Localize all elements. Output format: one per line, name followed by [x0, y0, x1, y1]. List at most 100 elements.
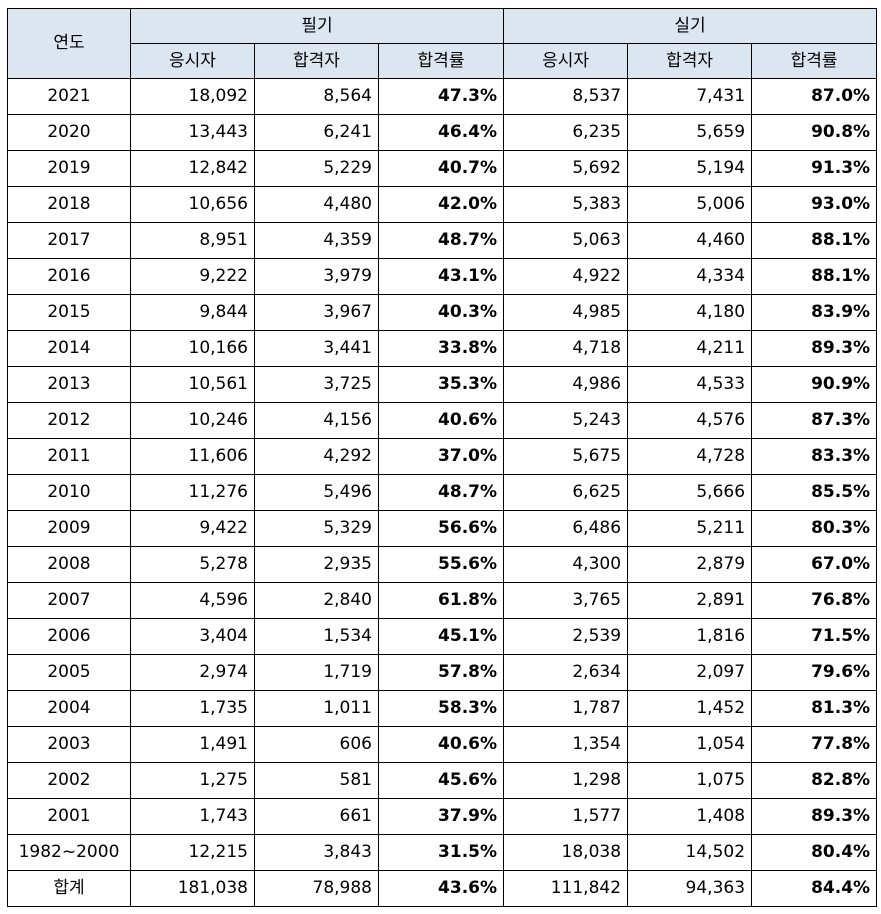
practical-passed-cell: 2,891 [627, 582, 753, 619]
practical-rate-cell: 85.5% [751, 474, 878, 511]
year-cell: 2011 [7, 438, 131, 475]
written-passed-cell: 2,840 [254, 582, 379, 619]
written-rate-cell: 61.8% [377, 582, 505, 619]
practical-rate-cell: 87.3% [751, 402, 878, 439]
year-cell: 2001 [7, 798, 131, 835]
table-row: 합계 181,038 78,988 43.6% 111,842 94,363 84.4% [7, 870, 878, 907]
written-rate-cell: 33.8% [377, 330, 505, 367]
year-cell: 2006 [7, 618, 131, 655]
year-cell: 2002 [7, 762, 131, 799]
written-passed-cell: 1,534 [254, 618, 379, 655]
practical-applicants-cell: 5,243 [503, 402, 629, 439]
practical-applicants-cell: 4,718 [503, 330, 629, 367]
table-row: 2012 10,246 4,156 40.6% 5,243 4,576 87.3% [7, 402, 878, 439]
practical-rate-cell: 89.3% [751, 798, 878, 835]
header-practical-passed: 합격자 [627, 43, 753, 79]
practical-applicants-cell: 8,537 [503, 78, 629, 115]
written-applicants-cell: 9,222 [130, 258, 255, 295]
practical-passed-cell: 5,659 [627, 114, 753, 151]
written-applicants-cell: 9,422 [130, 510, 255, 547]
practical-applicants-cell: 4,985 [503, 294, 629, 331]
year-cell: 2016 [7, 258, 131, 295]
table-row: 2010 11,276 5,496 48.7% 6,625 5,666 85.5% [7, 474, 878, 511]
practical-applicants-cell: 1,577 [503, 798, 629, 835]
header-row-group: 연도 필기 실기 [7, 8, 878, 79]
written-passed-cell: 2,935 [254, 546, 379, 583]
practical-rate-cell: 83.9% [751, 294, 878, 331]
practical-passed-cell: 14,502 [627, 834, 753, 871]
written-applicants-cell: 13,443 [130, 114, 255, 151]
written-applicants-cell: 1,743 [130, 798, 255, 835]
written-passed-cell: 5,329 [254, 510, 379, 547]
written-applicants-cell: 4,596 [130, 582, 255, 619]
written-applicants-cell: 5,278 [130, 546, 255, 583]
written-passed-cell: 606 [254, 726, 379, 763]
exam-statistics-table: 연도 필기 실기 응시자 합격자 합격률 응시자 합격자 합격률 2021 18,… [7, 8, 878, 907]
written-passed-cell: 6,241 [254, 114, 379, 151]
written-applicants-cell: 181,038 [130, 870, 255, 907]
year-cell: 2012 [7, 402, 131, 439]
practical-rate-cell: 80.4% [751, 834, 878, 871]
table-row: 2018 10,656 4,480 42.0% 5,383 5,006 93.0% [7, 186, 878, 223]
written-passed-cell: 3,843 [254, 834, 379, 871]
written-applicants-cell: 1,275 [130, 762, 255, 799]
table-row: 2005 2,974 1,719 57.8% 2,634 2,097 79.6% [7, 654, 878, 691]
written-applicants-cell: 11,606 [130, 438, 255, 475]
practical-applicants-cell: 18,038 [503, 834, 629, 871]
year-cell: 2005 [7, 654, 131, 691]
practical-applicants-cell: 6,625 [503, 474, 629, 511]
written-passed-cell: 4,480 [254, 186, 379, 223]
table-header: 연도 필기 실기 응시자 합격자 합격률 응시자 합격자 합격률 [7, 8, 878, 79]
practical-applicants-cell: 4,986 [503, 366, 629, 403]
written-passed-cell: 1,719 [254, 654, 379, 691]
written-applicants-cell: 12,215 [130, 834, 255, 871]
table-row: 2004 1,735 1,011 58.3% 1,787 1,452 81.3% [7, 690, 878, 727]
written-passed-cell: 5,229 [254, 150, 379, 187]
practical-rate-cell: 77.8% [751, 726, 878, 763]
written-rate-cell: 37.9% [377, 798, 505, 835]
written-applicants-cell: 12,842 [130, 150, 255, 187]
table-row: 2015 9,844 3,967 40.3% 4,985 4,180 83.9% [7, 294, 878, 331]
written-rate-cell: 42.0% [377, 186, 505, 223]
written-passed-cell: 3,967 [254, 294, 379, 331]
practical-applicants-cell: 4,300 [503, 546, 629, 583]
header-year: 연도 [7, 8, 131, 79]
year-cell: 2014 [7, 330, 131, 367]
practical-passed-cell: 4,460 [627, 222, 753, 259]
year-cell: 합계 [7, 870, 131, 907]
year-cell: 2008 [7, 546, 131, 583]
written-passed-cell: 3,725 [254, 366, 379, 403]
practical-passed-cell: 7,431 [627, 78, 753, 115]
year-cell: 2007 [7, 582, 131, 619]
practical-applicants-cell: 6,235 [503, 114, 629, 151]
written-rate-cell: 55.6% [377, 546, 505, 583]
written-rate-cell: 37.0% [377, 438, 505, 475]
written-applicants-cell: 11,276 [130, 474, 255, 511]
written-applicants-cell: 1,491 [130, 726, 255, 763]
practical-applicants-cell: 5,063 [503, 222, 629, 259]
practical-passed-cell: 4,533 [627, 366, 753, 403]
written-rate-cell: 48.7% [377, 222, 505, 259]
practical-rate-cell: 88.1% [751, 258, 878, 295]
year-cell: 2018 [7, 186, 131, 223]
practical-passed-cell: 5,194 [627, 150, 753, 187]
practical-passed-cell: 1,054 [627, 726, 753, 763]
year-cell: 2004 [7, 690, 131, 727]
practical-rate-cell: 87.0% [751, 78, 878, 115]
practical-passed-cell: 5,211 [627, 510, 753, 547]
practical-rate-cell: 80.3% [751, 510, 878, 547]
practical-rate-cell: 83.3% [751, 438, 878, 475]
practical-passed-cell: 94,363 [627, 870, 753, 907]
written-rate-cell: 46.4% [377, 114, 505, 151]
written-rate-cell: 58.3% [377, 690, 505, 727]
year-cell: 2010 [7, 474, 131, 511]
written-passed-cell: 3,979 [254, 258, 379, 295]
written-passed-cell: 581 [254, 762, 379, 799]
header-practical-applicants: 응시자 [503, 43, 629, 79]
practical-rate-cell: 91.3% [751, 150, 878, 187]
practical-applicants-cell: 5,383 [503, 186, 629, 223]
header-written-passed: 합격자 [254, 43, 379, 79]
written-passed-cell: 4,359 [254, 222, 379, 259]
written-applicants-cell: 10,561 [130, 366, 255, 403]
year-cell: 2020 [7, 114, 131, 151]
